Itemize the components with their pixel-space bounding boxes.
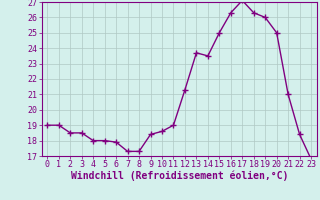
X-axis label: Windchill (Refroidissement éolien,°C): Windchill (Refroidissement éolien,°C) (70, 171, 288, 181)
